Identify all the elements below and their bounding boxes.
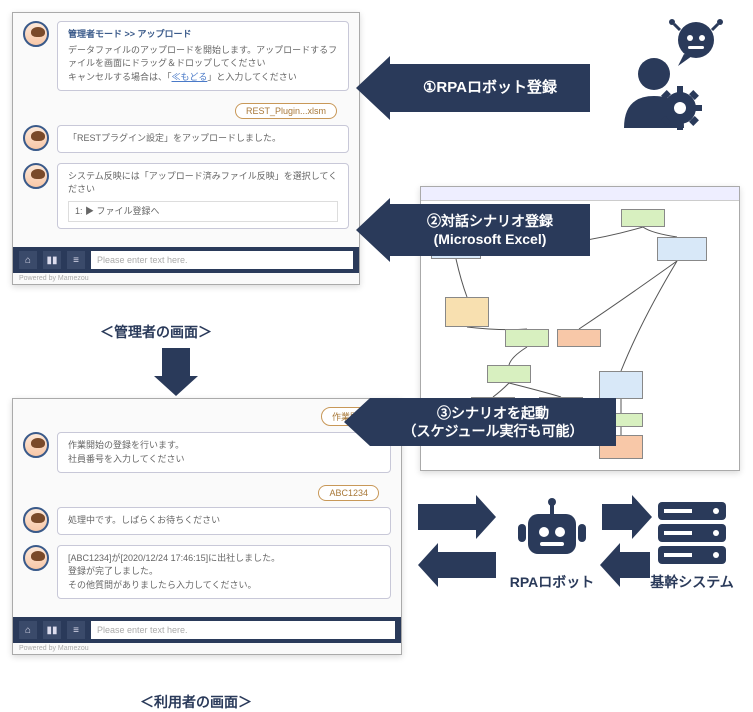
message-text: 登録が完了しました。 bbox=[68, 565, 380, 579]
flow-node bbox=[657, 237, 707, 261]
message-text: 処理中です。しばらくお待ちください bbox=[57, 507, 391, 535]
flow-node bbox=[557, 329, 601, 347]
flow-node bbox=[445, 297, 489, 327]
input-value-pill[interactable]: ABC1234 bbox=[318, 485, 379, 501]
message-text: データファイルのアップロードを開始します。アップロードするファイルを画面にドラッ… bbox=[68, 44, 338, 71]
flow-node bbox=[505, 329, 549, 347]
home-button[interactable]: ⌂ bbox=[19, 251, 37, 269]
user-screen-caption: ＜利用者の画面＞ bbox=[140, 692, 252, 712]
server-icon bbox=[654, 498, 730, 568]
chat-message: システム反映には「アップロード済みファイル反映」を選択してください 1: ▶ フ… bbox=[23, 163, 349, 230]
message-title: 管理者モード >> アップロード bbox=[68, 28, 338, 42]
chat-input[interactable]: Please enter text here. bbox=[91, 251, 353, 269]
flow-node bbox=[599, 371, 643, 399]
admin-screen-caption: ＜管理者の画面＞ bbox=[100, 322, 212, 342]
chat-input[interactable]: Please enter text here. bbox=[91, 621, 395, 639]
chat-footer: ⌂ ▮▮ ≡ Please enter text here. bbox=[13, 617, 401, 643]
back-link[interactable]: ≪もどる bbox=[172, 72, 208, 82]
step3-label: ③シナリオを起動（スケジュール実行も可能） bbox=[394, 404, 591, 440]
menu-button[interactable]: ≡ bbox=[67, 251, 85, 269]
admin-chat-window: 管理者モード >> アップロード データファイルのアップロードを開始します。アッ… bbox=[12, 12, 360, 285]
chat-message: 作業開始の登録を行います。 社員番号を入力してください bbox=[23, 432, 391, 473]
message-text: 社員番号を入力してください bbox=[68, 453, 380, 467]
flow-node bbox=[487, 365, 531, 383]
chat-message: 処理中です。しばらくお待ちください bbox=[23, 507, 391, 535]
flow-arrow-left-icon bbox=[620, 552, 650, 578]
rpa-robot-icon bbox=[512, 498, 592, 568]
pause-button[interactable]: ▮▮ bbox=[43, 621, 61, 639]
uploaded-file-pill[interactable]: REST_Plugin...xlsm bbox=[235, 103, 337, 119]
bot-avatar-icon bbox=[23, 125, 49, 151]
message-text: その他質問がありましたら入力してください。 bbox=[68, 579, 380, 593]
core-system-label: 基幹システム bbox=[646, 572, 738, 592]
powered-by-label: Powered by Mamezou bbox=[13, 643, 401, 654]
chat-message: [ABC1234]が[2020/12/24 17:46:15]に出社しました。 … bbox=[23, 545, 391, 600]
chat-message: 「RESTプラグイン設定」をアップロードしました。 bbox=[23, 125, 349, 153]
step3-arrow: ③シナリオを起動（スケジュール実行も可能） bbox=[370, 398, 616, 446]
message-text: 作業開始の登録を行います。 bbox=[68, 439, 380, 453]
option-item[interactable]: 1: ▶ ファイル登録へ bbox=[68, 201, 338, 223]
bot-avatar-icon bbox=[23, 21, 49, 47]
flow-arrow-down-icon bbox=[162, 348, 190, 376]
step1-label: ①RPAロボット登録 bbox=[415, 78, 565, 98]
powered-by-label: Powered by Mamezou bbox=[13, 273, 359, 284]
step2-arrow: ②対話シナリオ登録(Microsoft Excel) bbox=[390, 204, 590, 256]
bot-avatar-icon bbox=[23, 163, 49, 189]
home-button[interactable]: ⌂ bbox=[19, 621, 37, 639]
rpa-robot-label: RPAロボット bbox=[506, 572, 598, 592]
flow-node bbox=[621, 209, 665, 227]
message-text: システム反映には「アップロード済みファイル反映」を選択してください bbox=[68, 171, 337, 195]
flow-arrow-right-icon bbox=[418, 504, 476, 530]
message-text: 「RESTプラグイン設定」をアップロードしました。 bbox=[57, 125, 349, 153]
bot-avatar-icon bbox=[23, 507, 49, 533]
pause-button[interactable]: ▮▮ bbox=[43, 251, 61, 269]
flow-arrow-right-icon bbox=[602, 504, 632, 530]
chat-footer: ⌂ ▮▮ ≡ Please enter text here. bbox=[13, 247, 359, 273]
user-robot-register-icon bbox=[600, 16, 730, 136]
message-text: キャンセルする場合は、「≪もどる」と入力してください bbox=[68, 71, 338, 85]
excel-ruler bbox=[421, 187, 739, 201]
flow-arrow-left-icon bbox=[438, 552, 496, 578]
message-text: [ABC1234]が[2020/12/24 17:46:15]に出社しました。 bbox=[68, 552, 380, 566]
step1-arrow: ①RPAロボット登録 bbox=[390, 64, 590, 112]
bot-avatar-icon bbox=[23, 432, 49, 458]
chat-message: 管理者モード >> アップロード データファイルのアップロードを開始します。アッ… bbox=[23, 21, 349, 91]
step2-label: ②対話シナリオ登録(Microsoft Excel) bbox=[419, 212, 561, 248]
menu-button[interactable]: ≡ bbox=[67, 621, 85, 639]
bot-avatar-icon bbox=[23, 545, 49, 571]
